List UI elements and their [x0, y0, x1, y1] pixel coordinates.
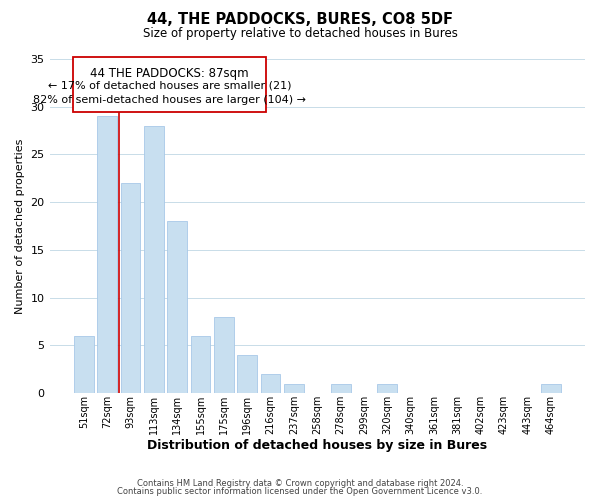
Text: ← 17% of detached houses are smaller (21): ← 17% of detached houses are smaller (21… — [48, 81, 292, 91]
Bar — [238, 355, 257, 393]
Text: 44, THE PADDOCKS, BURES, CO8 5DF: 44, THE PADDOCKS, BURES, CO8 5DF — [147, 12, 453, 28]
Bar — [97, 116, 117, 393]
Y-axis label: Number of detached properties: Number of detached properties — [15, 138, 25, 314]
X-axis label: Distribution of detached houses by size in Bures: Distribution of detached houses by size … — [147, 440, 487, 452]
FancyBboxPatch shape — [73, 57, 266, 112]
Text: Size of property relative to detached houses in Bures: Size of property relative to detached ho… — [143, 28, 457, 40]
Bar — [284, 384, 304, 393]
Bar — [331, 384, 350, 393]
Text: Contains public sector information licensed under the Open Government Licence v3: Contains public sector information licen… — [118, 487, 482, 496]
Text: 44 THE PADDOCKS: 87sqm: 44 THE PADDOCKS: 87sqm — [90, 66, 249, 80]
Bar — [167, 222, 187, 393]
Bar — [377, 384, 397, 393]
Bar — [260, 374, 280, 393]
Bar — [191, 336, 211, 393]
Bar — [121, 183, 140, 393]
Bar — [144, 126, 164, 393]
Bar — [214, 317, 234, 393]
Text: Contains HM Land Registry data © Crown copyright and database right 2024.: Contains HM Land Registry data © Crown c… — [137, 478, 463, 488]
Text: 82% of semi-detached houses are larger (104) →: 82% of semi-detached houses are larger (… — [33, 96, 306, 106]
Bar — [74, 336, 94, 393]
Bar — [541, 384, 560, 393]
